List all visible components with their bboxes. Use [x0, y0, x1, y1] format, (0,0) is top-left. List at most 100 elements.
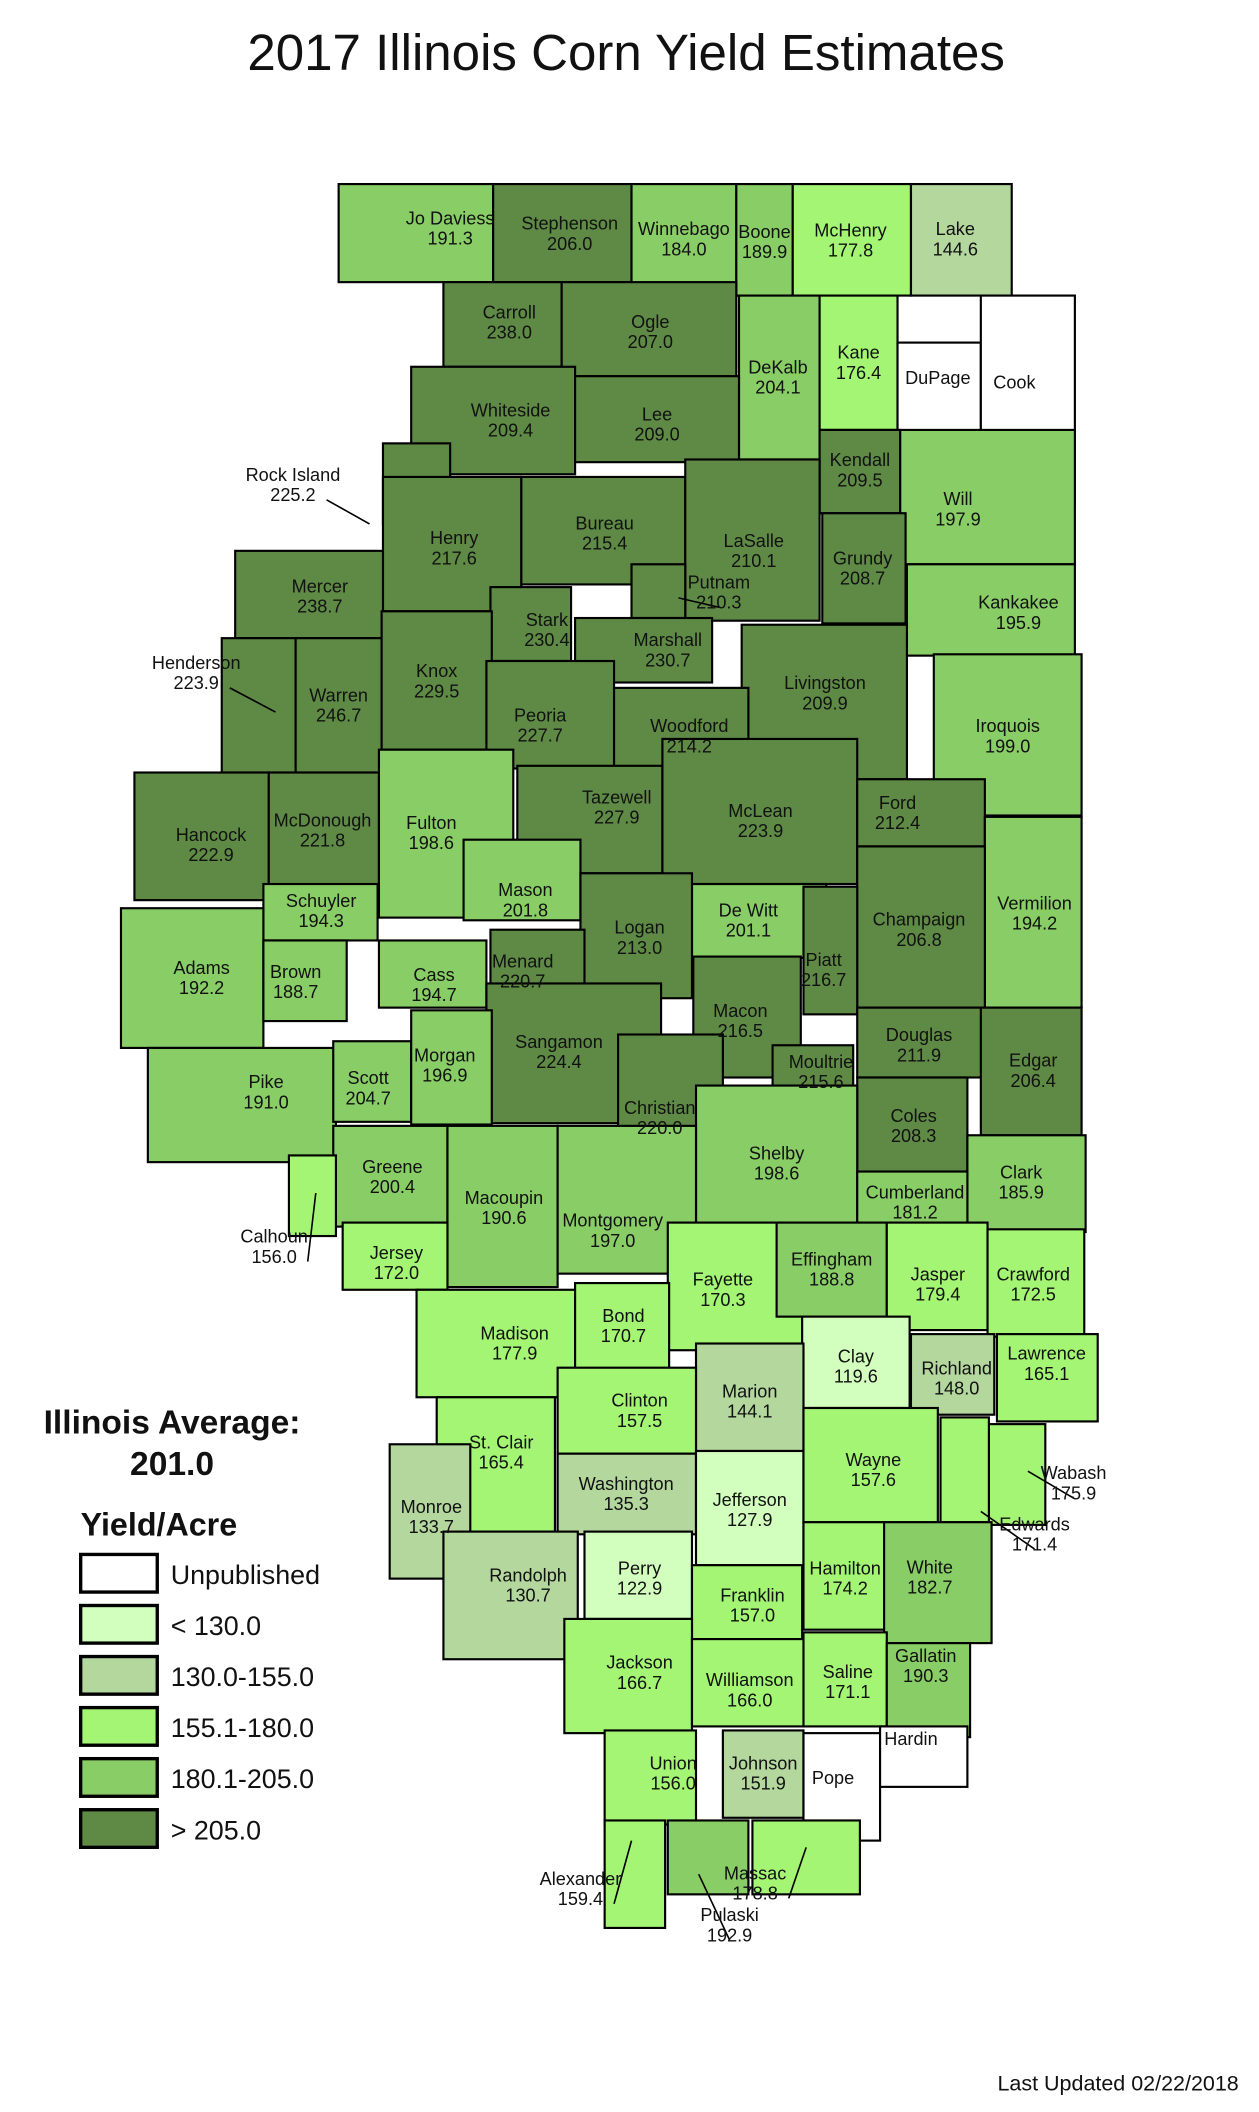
- county-yield-clay: 119.6: [834, 1366, 878, 1386]
- county-dupage: [896, 341, 982, 438]
- county-yield-adams: 192.2: [179, 978, 224, 998]
- legend-label: 130.0-155.0: [171, 1662, 314, 1692]
- county-yield-lasalle: 210.1: [731, 551, 776, 571]
- legend-swatch: [78, 1603, 159, 1645]
- county-yield-alexander: 159.4: [558, 1889, 603, 1909]
- county-name-lee: Lee: [642, 405, 672, 425]
- county-yield-greene: 200.4: [370, 1177, 415, 1197]
- county-edwards: [939, 1416, 990, 1524]
- county-yield-sangamon: 224.4: [536, 1052, 581, 1072]
- county-name-wayne: Wayne: [845, 1450, 901, 1470]
- county-yield-menard: 220.7: [500, 971, 545, 991]
- county-name-marshall: Marshall: [634, 630, 703, 650]
- county-piatt: [802, 885, 859, 1016]
- county-yield-bureau: 215.4: [582, 533, 627, 553]
- county-yield-jackson: 166.7: [617, 1673, 662, 1693]
- county-name-jersey: Jersey: [370, 1243, 424, 1263]
- county-name-wabash: Wabash: [1041, 1463, 1107, 1483]
- county-yield-tazewell: 227.9: [594, 808, 639, 828]
- county-yield-champaign: 206.8: [896, 930, 941, 950]
- county-kane: [818, 294, 899, 431]
- county-name-marion: Marion: [722, 1381, 777, 1401]
- county-will: [899, 428, 1076, 566]
- county-williamson: [690, 1638, 808, 1728]
- county-name-gallatin: Gallatin: [895, 1646, 956, 1666]
- county-name-effingham: Effingham: [791, 1250, 872, 1270]
- county-clinton: [556, 1366, 698, 1455]
- county-yield-livingston: 209.9: [802, 693, 847, 713]
- county-yield-douglas: 211.9: [897, 1045, 941, 1065]
- county-yield-henderson: 223.9: [174, 673, 219, 693]
- county-yield-pulaski: 192.9: [707, 1925, 752, 1945]
- county-name-kankakee: Kankakee: [978, 593, 1059, 613]
- leader-line-henderson: [229, 687, 276, 713]
- county-name-pulaski: Pulaski: [700, 1905, 758, 1925]
- county-name-ogle: Ogle: [631, 312, 669, 332]
- county-name-warren: Warren: [309, 685, 368, 705]
- legend: Unpublished < 130.0 130.0-155.0 155.1-180.0…: [78, 1552, 320, 1850]
- county-hancock: [133, 771, 270, 902]
- county-wayne: [802, 1406, 939, 1524]
- county-henderson: [220, 637, 297, 774]
- county-yield-scott: 204.7: [346, 1088, 391, 1108]
- county-richland: [909, 1333, 996, 1416]
- county-yield-mason: 201.8: [503, 900, 548, 920]
- county-name-bond: Bond: [602, 1306, 644, 1326]
- county-yield-edwards: 171.4: [1012, 1534, 1057, 1554]
- county-name-dekalb: DeKalb: [748, 357, 807, 377]
- county-name-shelby: Shelby: [749, 1143, 805, 1163]
- county-lasalle: [684, 458, 821, 622]
- county-name-alexander: Alexander: [540, 1869, 622, 1889]
- leader-line-alexander: [613, 1840, 633, 1904]
- county-yield-rock-island: 225.2: [270, 485, 315, 505]
- county-name-champaign: Champaign: [873, 910, 966, 930]
- county-name-washington: Washington: [579, 1474, 674, 1494]
- county-yield-cass: 194.7: [411, 985, 456, 1005]
- county-lee: [574, 375, 741, 464]
- county-yield-stephenson: 206.0: [547, 234, 592, 254]
- county-yield-clark: 185.9: [998, 1182, 1043, 1202]
- county-name-edgar: Edgar: [1009, 1051, 1057, 1071]
- county-name-sangamon: Sangamon: [515, 1032, 603, 1052]
- county-pulaski: [666, 1819, 750, 1896]
- county-name-moultrie: Moultrie: [789, 1052, 853, 1072]
- map-title: 2017 Illinois Corn Yield Estimates: [247, 24, 1005, 81]
- county-yield-dekalb: 204.1: [755, 378, 800, 398]
- county-name-kendall: Kendall: [830, 450, 890, 470]
- county-name-scott: Scott: [348, 1068, 389, 1088]
- county-name-mclean: McLean: [728, 801, 792, 821]
- county-yield-schuyler: 194.3: [298, 911, 343, 931]
- county-edgar: [979, 1006, 1083, 1137]
- county-yield-fulton: 198.6: [409, 833, 454, 853]
- county-name-schuyler: Schuyler: [286, 891, 357, 911]
- county-yield-johnson: 151.9: [740, 1774, 785, 1794]
- county-jersey: [341, 1221, 449, 1291]
- county-name-knox: Knox: [416, 661, 457, 681]
- county-name-massac: Massac: [724, 1864, 786, 1884]
- state-average-value: 201.0: [130, 1446, 214, 1483]
- county-yield-morgan: 196.9: [422, 1066, 467, 1086]
- county-saline: [802, 1631, 888, 1728]
- county-yield-mchenry: 177.8: [828, 241, 873, 261]
- county-effingham: [775, 1221, 888, 1318]
- county-yield-gallatin: 190.3: [903, 1666, 948, 1686]
- county-mercer: [234, 549, 385, 640]
- county-ford: [856, 778, 986, 848]
- county-name-whiteside: Whiteside: [471, 400, 551, 420]
- county-alexander: [603, 1819, 667, 1930]
- county-yield-lee: 209.0: [634, 425, 679, 445]
- county-cass: [377, 939, 488, 1009]
- county-name-vermilion: Vermilion: [997, 894, 1072, 914]
- county-name-piatt: Piatt: [805, 950, 841, 970]
- county-yield-ogle: 207.0: [628, 332, 673, 352]
- county-yield-cumberland: 181.2: [892, 1203, 937, 1223]
- county-randolph: [442, 1530, 579, 1661]
- legend-label: 155.1-180.0: [171, 1713, 314, 1743]
- county-yield-effingham: 188.8: [809, 1270, 854, 1290]
- leader-line-rock-island: [326, 499, 370, 525]
- county-yield-perry: 122.9: [617, 1579, 662, 1599]
- county-yield-de-witt: 201.1: [726, 920, 771, 940]
- county-wabash: [987, 1423, 1047, 1526]
- county-yield-mcdonough: 221.8: [300, 830, 345, 850]
- county-name-douglas: Douglas: [886, 1025, 952, 1045]
